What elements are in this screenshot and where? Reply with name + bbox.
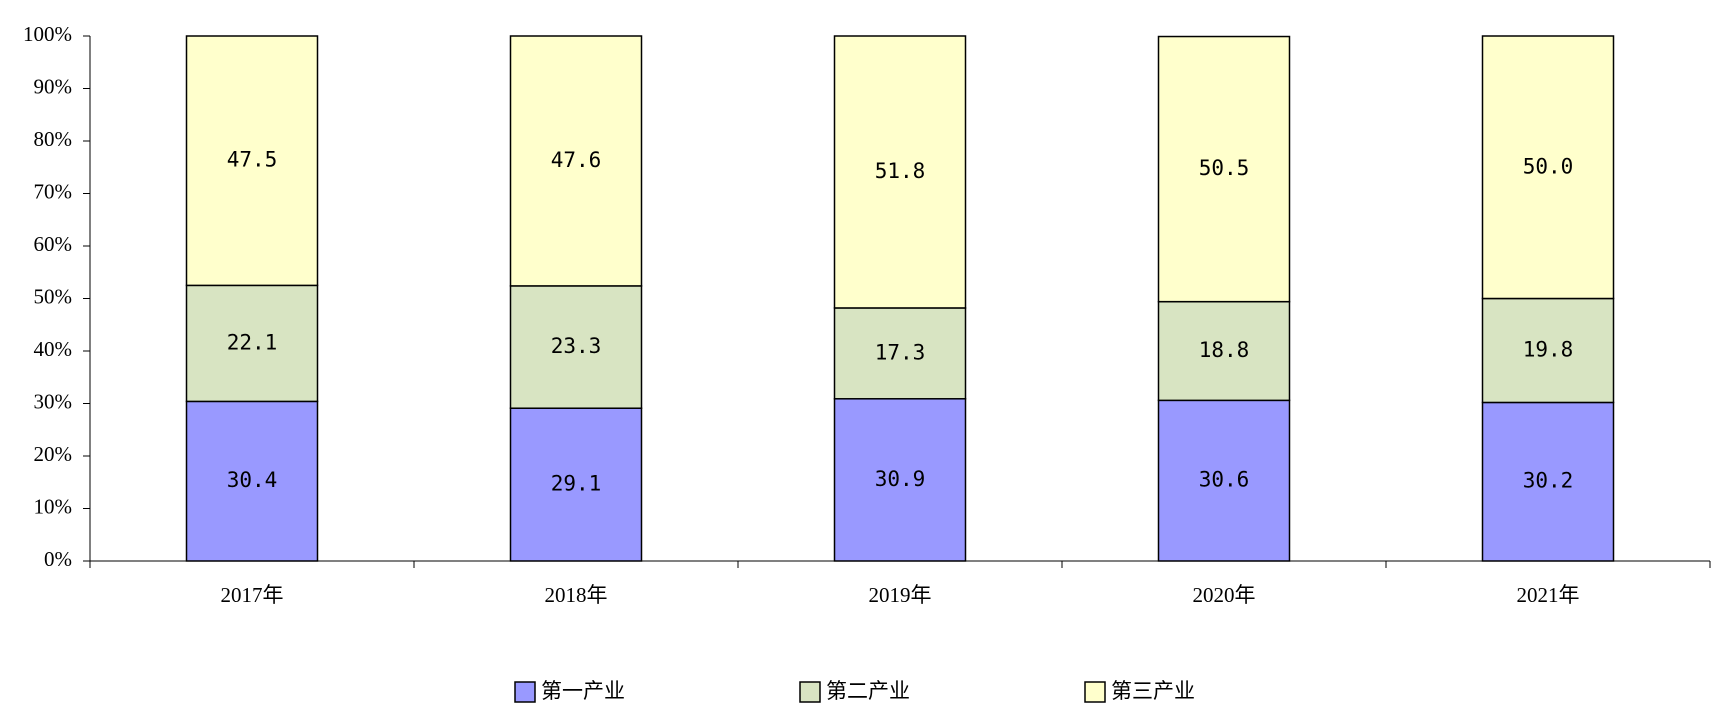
bar-segment <box>185 284 319 403</box>
data-label: 23.3 <box>551 334 602 358</box>
data-label: 30.6 <box>1199 468 1250 492</box>
data-label: 50.0 <box>1523 154 1574 178</box>
y-tick-label: 70% <box>34 179 73 203</box>
x-tick-label: 2019年 <box>869 583 932 607</box>
data-label: 17.3 <box>875 340 926 364</box>
x-tick-label: 2017年 <box>221 583 284 607</box>
bar-segment <box>1157 35 1291 303</box>
y-tick-label: 0% <box>44 547 72 571</box>
bar-segment <box>833 307 967 400</box>
y-tick-label: 20% <box>34 442 73 466</box>
data-label: 50.5 <box>1199 156 1250 180</box>
bar-segment <box>1481 35 1615 300</box>
x-tick-label: 2021年 <box>1517 583 1580 607</box>
y-tick-label: 10% <box>34 494 73 518</box>
bar-segment <box>1481 401 1615 562</box>
legend-label: 第三产业 <box>1111 679 1195 703</box>
bar-segment <box>185 35 319 287</box>
bar-segment <box>1157 399 1291 562</box>
legend-swatch <box>1084 681 1106 703</box>
legend-label: 第一产业 <box>541 679 625 703</box>
data-label: 19.8 <box>1523 337 1574 361</box>
y-tick-label: 60% <box>34 232 73 256</box>
data-label: 18.8 <box>1199 338 1250 362</box>
data-label: 47.5 <box>227 148 278 172</box>
data-label: 30.2 <box>1523 469 1574 493</box>
y-tick-label: 90% <box>34 74 73 98</box>
data-label: 47.6 <box>551 148 602 172</box>
y-tick-label: 100% <box>23 22 72 46</box>
data-label: 30.9 <box>875 467 926 491</box>
y-tick-label: 40% <box>34 337 73 361</box>
bar-segment <box>509 407 643 562</box>
bar-segment <box>509 285 643 409</box>
legend-swatch <box>799 681 821 703</box>
bar-segment <box>1157 300 1291 402</box>
bar-segment <box>1481 297 1615 404</box>
legend-label: 第二产业 <box>826 679 910 703</box>
y-tick-label: 80% <box>34 127 73 151</box>
y-tick-label: 50% <box>34 284 73 308</box>
y-tick-label: 30% <box>34 389 73 413</box>
bar-segment <box>833 398 967 562</box>
data-label: 29.1 <box>551 472 602 496</box>
data-label: 51.8 <box>875 159 926 183</box>
data-label: 30.4 <box>227 468 278 492</box>
x-tick-label: 2018年 <box>545 583 608 607</box>
data-label: 22.1 <box>227 330 278 354</box>
bar-segment <box>509 35 643 287</box>
legend-swatch <box>514 681 536 703</box>
x-tick-label: 2020年 <box>1193 583 1256 607</box>
bar-segment <box>833 35 967 309</box>
